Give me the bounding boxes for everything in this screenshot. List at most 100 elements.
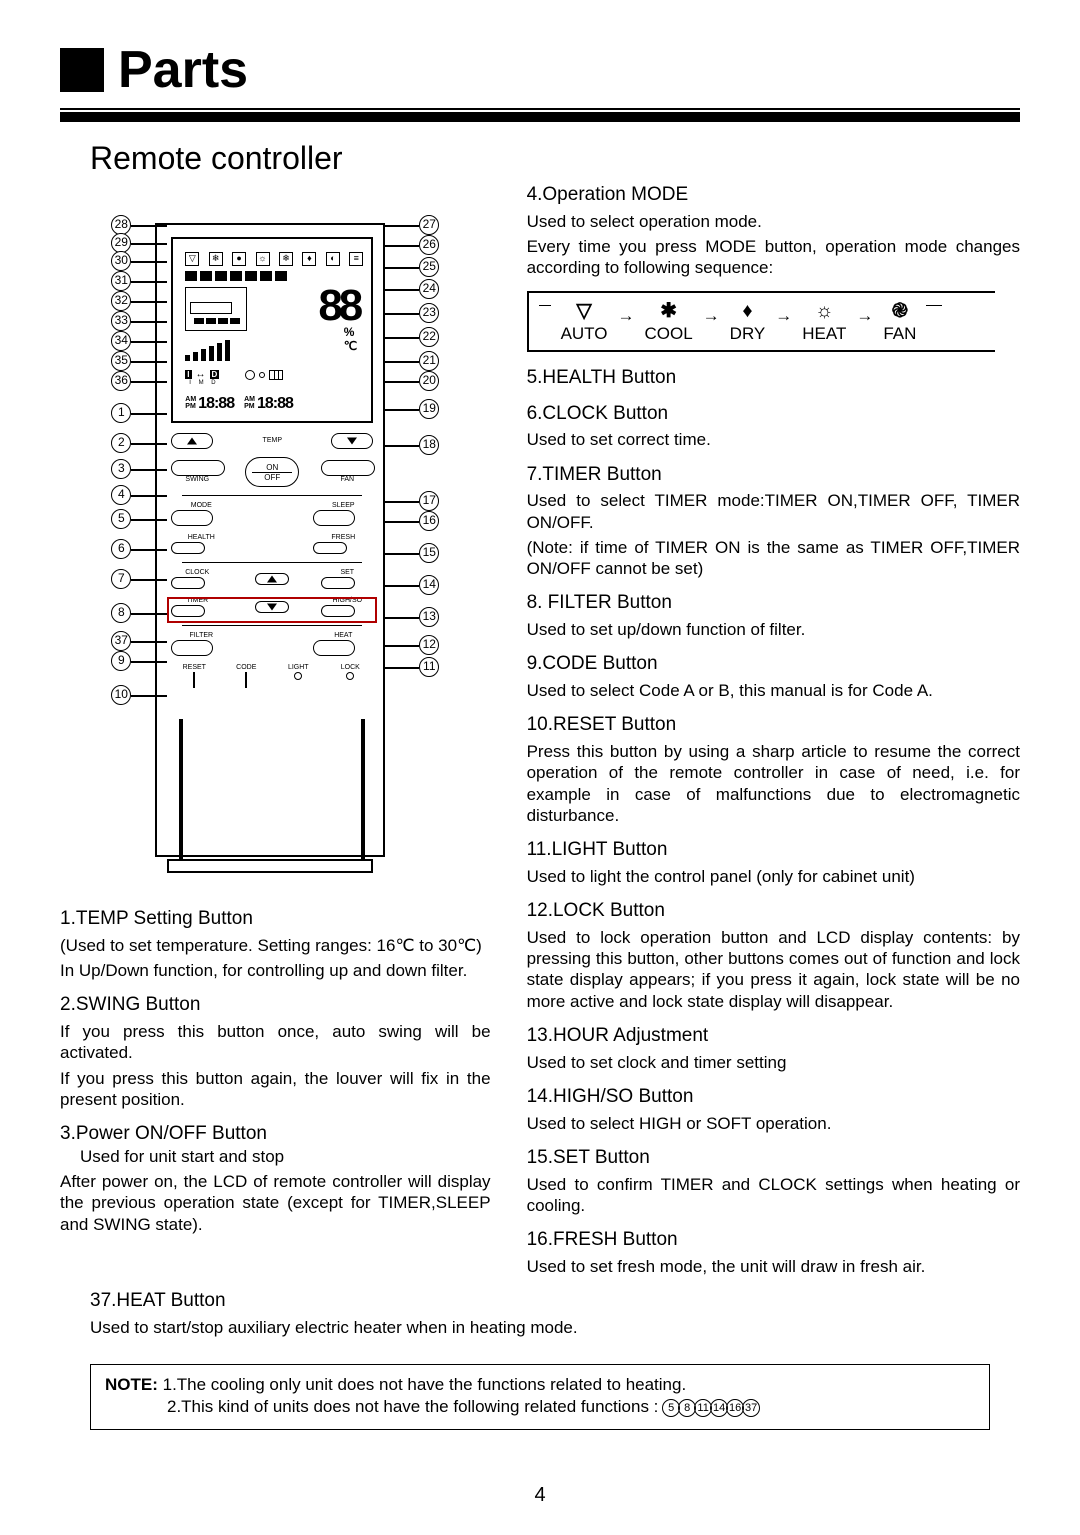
- callout-11: 11: [419, 657, 439, 677]
- remote-buttons: TEMPSWINGONOFFFANMODESLEEPHEALTHFRESHCLO…: [171, 433, 373, 696]
- callout-23: 23: [419, 303, 439, 323]
- title-rules: [60, 108, 1020, 122]
- desc-body: Used to set fresh mode, the unit will dr…: [527, 1256, 1020, 1277]
- callout-15: 15: [419, 543, 439, 563]
- callout-29: 29: [111, 233, 131, 253]
- callout-24: 24: [419, 279, 439, 299]
- screen-mode-icon: ≡: [349, 252, 363, 266]
- screen-temp-digits: 88: [318, 281, 359, 331]
- screen-card-icon: [185, 287, 247, 331]
- left-descriptions: 1.TEMP Setting Button (Used to set temper…: [60, 907, 491, 1235]
- fresh-button[interactable]: [313, 542, 347, 554]
- desc-heading: 14.HIGH/SO Button: [527, 1085, 1020, 1109]
- desc-heading: 7.TIMER Button: [527, 463, 1020, 487]
- callout-27: 27: [419, 215, 439, 235]
- code-button[interactable]: CODE: [229, 664, 263, 688]
- power-button[interactable]: ONOFF: [245, 457, 299, 487]
- mode-seq-item: ♦DRY: [730, 301, 766, 344]
- reset-button[interactable]: RESET: [177, 664, 211, 688]
- desc-heading: 37.HEAT Button: [90, 1289, 990, 1313]
- callout-17: 17: [419, 491, 439, 511]
- desc-heading: 10.RESET Button: [527, 713, 1020, 737]
- mode-button[interactable]: [171, 510, 213, 526]
- remote-stand: [167, 859, 373, 873]
- health-button[interactable]: [171, 542, 205, 554]
- remote-body: ▽❄●☼❄♦◐≡88%℃I↔DI M DAMPM18:88AMPM18:88TE…: [155, 223, 385, 857]
- sleep-button[interactable]: [313, 510, 355, 526]
- desc-body: Used to set up/down function of filter.: [527, 619, 1020, 640]
- note-ref-37: 37: [742, 1399, 760, 1417]
- desc-body: Press this button by using a sharp artic…: [527, 741, 1020, 826]
- callout-33: 33: [111, 311, 131, 331]
- callout-20: 20: [419, 371, 439, 391]
- desc-heading: 5.HEALTH Button: [527, 366, 1020, 390]
- remote-diagram: ▽❄●☼❄♦◐≡88%℃I↔DI M DAMPM18:88AMPM18:88TE…: [105, 183, 445, 883]
- desc-body: (Note: if time of TIMER ON is the same a…: [527, 537, 1020, 580]
- screen-mode-icon: ❄: [279, 252, 293, 266]
- callout-13: 13: [419, 607, 439, 627]
- heat-button-row: 37.HEAT ButtonUsed to start/stop auxilia…: [90, 1289, 990, 1338]
- callout-3: 3: [111, 459, 131, 479]
- remote-screen: ▽❄●☼❄♦◐≡88%℃I↔DI M DAMPM18:88AMPM18:88: [171, 237, 373, 423]
- set-button[interactable]: [321, 577, 355, 589]
- callout-4: 4: [111, 485, 131, 505]
- callout-5: 5: [111, 509, 131, 529]
- desc-body: (Used to set temperature. Setting ranges…: [60, 935, 491, 956]
- screen-mode-icon: ▽: [185, 252, 199, 266]
- note-line-2: 2.This kind of units does not have the f…: [105, 1397, 975, 1417]
- swing-button[interactable]: [171, 460, 225, 476]
- timer-row-highlight: [167, 597, 377, 623]
- callout-9: 9: [111, 651, 131, 671]
- content: ▽❄●☼❄♦◐≡88%℃I↔DI M DAMPM18:88AMPM18:88TE…: [60, 183, 1020, 1277]
- temp-up-button[interactable]: [171, 433, 213, 449]
- desc-body: Used to set correct time.: [527, 429, 1020, 450]
- callout-34: 34: [111, 331, 131, 351]
- mode-sequence-box: ▽AUTO→✱COOL→♦DRY→☼HEAT→֎FAN: [527, 291, 995, 352]
- desc-body: If you press this button again, the louv…: [60, 1068, 491, 1111]
- desc-heading: 3.Power ON/OFF Button: [60, 1122, 491, 1146]
- subtitle: Remote controller: [90, 140, 1020, 177]
- desc-heading: 1.TEMP Setting Button: [60, 907, 491, 931]
- callout-32: 32: [111, 291, 131, 311]
- desc-heading: 16.FRESH Button: [527, 1228, 1020, 1252]
- desc-body: Used to select TIMER mode:TIMER ON,TIMER…: [527, 490, 1020, 533]
- desc-body: In Up/Down function, for controlling up …: [60, 960, 491, 981]
- light-button[interactable]: LIGHT: [281, 664, 315, 680]
- desc-heading: 12.LOCK Button: [527, 899, 1020, 923]
- screen-unit: %℃: [344, 325, 357, 353]
- screen-mode-icon: ●: [232, 252, 246, 266]
- desc-heading: 2.SWING Button: [60, 993, 491, 1017]
- clock-button[interactable]: [171, 577, 205, 589]
- callout-31: 31: [111, 271, 131, 291]
- desc-body: Used to select HIGH or SOFT operation.: [527, 1113, 1020, 1134]
- callout-2: 2: [111, 433, 131, 453]
- screen-time-row: AMPM18:88AMPM18:88: [185, 395, 293, 413]
- desc-heading: 11.LIGHT Button: [527, 838, 1020, 862]
- heat-button[interactable]: [313, 640, 355, 656]
- callout-16: 16: [419, 511, 439, 531]
- callout-21: 21: [419, 351, 439, 371]
- note-line-1: NOTE: 1.The cooling only unit does not h…: [105, 1375, 975, 1395]
- desc-heading: 6.CLOCK Button: [527, 402, 1020, 426]
- lock-button[interactable]: LOCK: [333, 664, 367, 680]
- callout-28: 28: [111, 215, 131, 235]
- desc-body: Used to select Code A or B, this manual …: [527, 680, 1020, 701]
- temp-down-button[interactable]: [331, 433, 373, 449]
- filter-button[interactable]: [171, 640, 213, 656]
- callout-8: 8: [111, 603, 131, 623]
- desc-heading: 9.CODE Button: [527, 652, 1020, 676]
- callout-6: 6: [111, 539, 131, 559]
- page-title: Parts: [118, 40, 248, 100]
- callout-1: 1: [111, 403, 131, 423]
- title-row: Parts: [60, 40, 1020, 100]
- hour-up-button[interactable]: [255, 573, 289, 585]
- desc-body: After power on, the LCD of remote contro…: [60, 1171, 491, 1235]
- screen-mode-icon: ☼: [256, 252, 270, 266]
- mode-seq-item: ✱COOL: [644, 301, 692, 344]
- callout-22: 22: [419, 327, 439, 347]
- callout-19: 19: [419, 399, 439, 419]
- fan-button[interactable]: [321, 460, 375, 476]
- desc-heading: 4.Operation MODE: [527, 183, 1020, 207]
- column-right: 4.Operation MODEUsed to select operation…: [527, 183, 1020, 1277]
- screen-mode-icon: ◐: [326, 252, 340, 266]
